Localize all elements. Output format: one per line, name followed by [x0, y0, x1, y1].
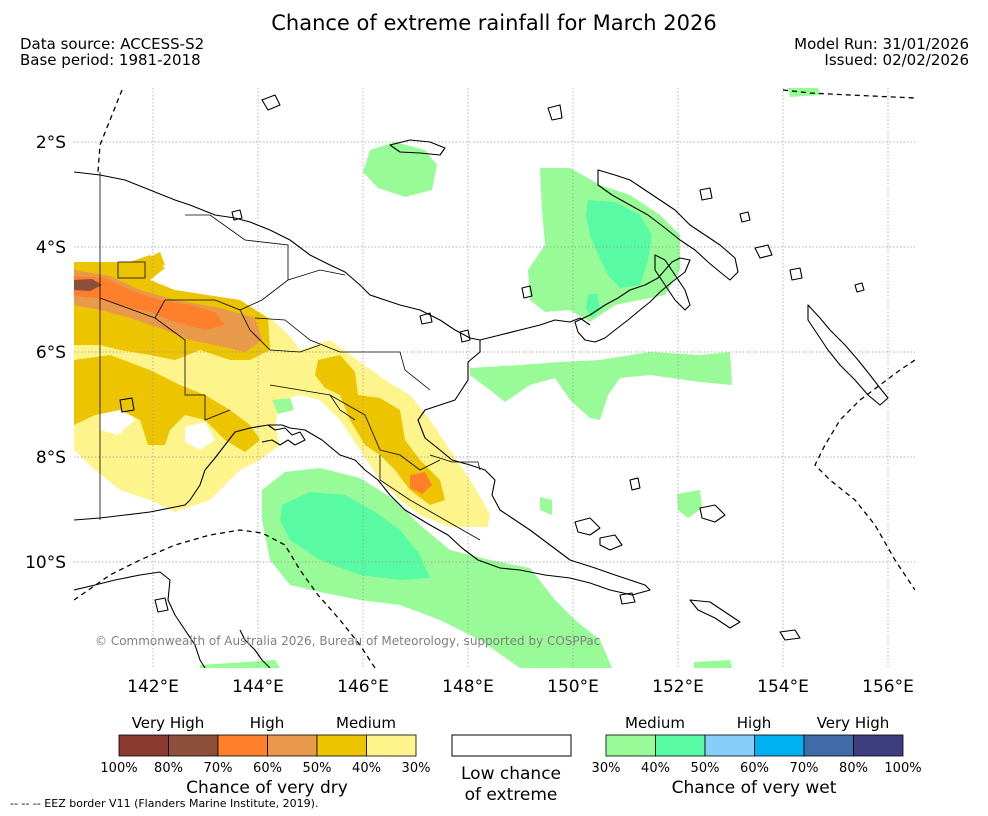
meta-right: Model Run: 31/01/2026 Issued: 02/02/2026 — [794, 36, 969, 68]
wet-region-40pct-east — [586, 200, 652, 288]
legend-dry-swatch-3 — [267, 734, 318, 757]
legend-dry-tick-2: 70% — [204, 761, 233, 776]
lat-label-6s: 6°S — [36, 343, 66, 363]
legend-wet-tick-3: 60% — [740, 761, 769, 776]
legend-wet-tick-4: 70% — [790, 761, 819, 776]
lon-label-146e: 146°E — [337, 677, 389, 697]
issued-date: Issued: 02/02/2026 — [824, 51, 969, 69]
base-period: Base period: 1981-2018 — [20, 51, 201, 69]
lon-label-154e: 154°E — [757, 677, 809, 697]
legend-dry-swatch-2 — [217, 734, 268, 757]
new-guinea-coast — [74, 171, 651, 596]
lon-label-144e: 144°E — [232, 677, 284, 697]
lon-label-156e: 156°E — [862, 677, 914, 697]
legend-dry-level-very-high: Very High — [132, 714, 205, 732]
lat-label-8s: 8°S — [36, 448, 66, 468]
chart-title: Chance of extreme rainfall for March 202… — [271, 11, 717, 35]
legend-dry: Very High High Medium 100% 80% 70% 60% 50% 40… — [100, 714, 430, 798]
legend-none: Low chance of extreme — [451, 734, 572, 805]
legend-dry-tick-5: 40% — [352, 761, 381, 776]
legend-dry-tick-6: 30% — [402, 761, 431, 776]
province-borders — [99, 172, 481, 541]
dry-region-70pct — [74, 279, 102, 291]
australia-coast — [74, 571, 206, 668]
legend-wet-swatch-1 — [655, 734, 706, 757]
lat-labels: 2°S 4°S 6°S 8°S 10°S — [25, 133, 66, 573]
lon-labels: 142°E 144°E 146°E 148°E 150°E 152°E 154°… — [127, 677, 914, 697]
legend-dry-tick-3: 60% — [253, 761, 282, 776]
legend-wet-swatch-0 — [605, 734, 656, 757]
meta-left: Data source: ACCESS-S2 Base period: 1981… — [20, 36, 204, 68]
dry-region-60pct — [74, 276, 225, 330]
legend-dry-swatches — [118, 734, 417, 757]
legend-none-swatch — [451, 734, 572, 757]
legend-wet-swatches — [605, 734, 904, 757]
gridlines — [74, 88, 915, 668]
legend-wet-level-very-high: Very High — [817, 714, 890, 732]
legend-dry-tick-0: 100% — [100, 761, 137, 776]
legend: Very High High Medium 100% 80% 70% 60% 50% 40… — [100, 714, 921, 805]
legend-wet-tick-6: 100% — [884, 761, 921, 776]
legend-wet: Medium High Very High 30% 40% 50% 60% 70% 80%… — [592, 714, 922, 798]
data-source: Data source: ACCESS-S2 — [20, 35, 205, 53]
map-area: © Commonwealth of Australia 2026, Bureau… — [74, 88, 915, 668]
legend-wet-tick-1: 40% — [641, 761, 670, 776]
new-britain-coast — [574, 257, 691, 343]
legend-none-caption-1: Low chance — [461, 764, 561, 784]
model-run: Model Run: 31/01/2026 — [794, 35, 969, 53]
lon-label-142e: 142°E — [127, 677, 179, 697]
new-ireland-coast — [597, 169, 739, 281]
legend-dry-swatch-5 — [366, 734, 417, 757]
legend-wet-ticks: 30% 40% 50% 60% 70% 80% 100% — [592, 761, 922, 776]
legend-wet-swatch-5 — [853, 734, 904, 757]
legend-dry-level-high: High — [250, 714, 284, 732]
copyright-text: © Commonwealth of Australia 2026, Bureau… — [95, 634, 600, 648]
legend-dry-caption: Chance of very dry — [186, 778, 348, 798]
lat-label-10s: 10°S — [25, 553, 66, 573]
legend-wet-level-medium: Medium — [625, 714, 685, 732]
bougainville-coast — [807, 304, 889, 406]
lon-label-148e: 148°E — [442, 677, 494, 697]
legend-wet-tick-5: 80% — [839, 761, 868, 776]
lon-label-152e: 152°E — [652, 677, 704, 697]
legend-dry-tick-1: 80% — [154, 761, 183, 776]
legend-wet-tick-0: 30% — [592, 761, 621, 776]
lat-label-4s: 4°S — [36, 238, 66, 258]
legend-none-caption-2: of extreme — [465, 785, 558, 805]
legend-wet-swatch-3 — [754, 734, 805, 757]
legend-dry-swatch-1 — [168, 734, 219, 757]
legend-dry-swatch-4 — [316, 734, 367, 757]
eez-borders — [74, 89, 915, 668]
legend-dry-level-medium: Medium — [336, 714, 396, 732]
lat-label-2s: 2°S — [36, 133, 66, 153]
legend-dry-tick-4: 50% — [303, 761, 332, 776]
eez-note: -- -- -- EEZ border V11 (Flanders Marine… — [10, 797, 318, 810]
legend-wet-swatch-2 — [704, 734, 755, 757]
coastlines — [74, 94, 889, 668]
legend-wet-swatch-4 — [803, 734, 854, 757]
legend-dry-swatch-0 — [118, 734, 169, 757]
legend-dry-ticks: 100% 80% 70% 60% 50% 40% 30% — [100, 761, 430, 776]
legend-wet-tick-2: 50% — [691, 761, 720, 776]
wet-region-40pct-south — [280, 492, 430, 580]
legend-wet-caption: Chance of very wet — [672, 778, 837, 798]
lon-label-150e: 150°E — [547, 677, 599, 697]
legend-wet-level-high: High — [737, 714, 771, 732]
